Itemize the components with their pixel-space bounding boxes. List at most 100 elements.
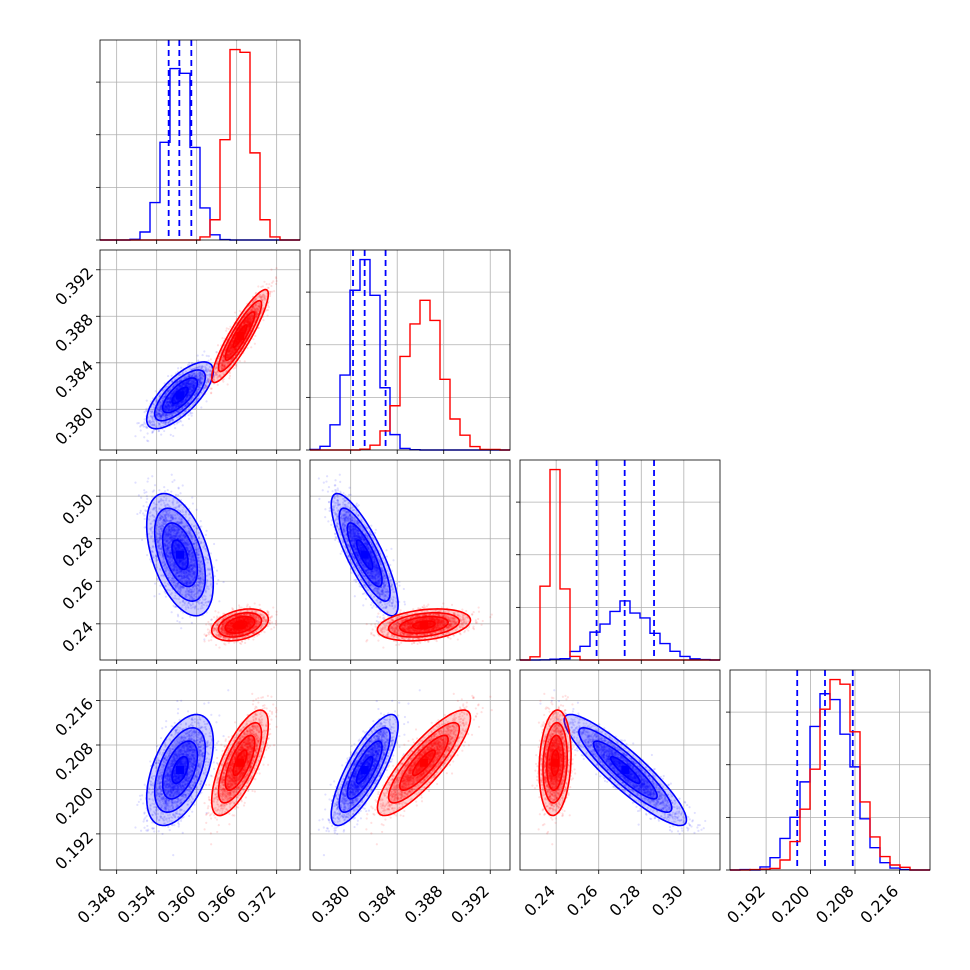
sample-point bbox=[186, 375, 189, 378]
sample-point bbox=[168, 413, 171, 416]
sample-point bbox=[169, 394, 173, 397]
sample-point bbox=[186, 381, 189, 385]
sample-point bbox=[189, 390, 193, 393]
sample-point bbox=[199, 379, 202, 382]
sample-point bbox=[206, 369, 209, 372]
sample-point bbox=[228, 377, 231, 380]
sample-point bbox=[142, 425, 145, 428]
sample-point bbox=[169, 404, 173, 407]
sample-point bbox=[164, 409, 167, 412]
sample-point bbox=[215, 374, 219, 377]
sample-point bbox=[144, 409, 148, 412]
sample-point bbox=[169, 406, 172, 409]
sample-point bbox=[185, 382, 189, 385]
sample-point bbox=[151, 418, 154, 421]
sample-point bbox=[269, 290, 272, 293]
sample-point bbox=[173, 400, 176, 403]
sample-point bbox=[157, 406, 160, 409]
sample-point bbox=[229, 325, 232, 328]
sample-point bbox=[166, 413, 169, 417]
sample-point bbox=[184, 381, 188, 384]
sample-point bbox=[152, 403, 155, 406]
sample-point bbox=[157, 429, 161, 433]
sample-point bbox=[200, 366, 203, 370]
sample-point bbox=[189, 411, 192, 414]
sample-point bbox=[174, 405, 178, 408]
sample-point bbox=[148, 419, 151, 422]
sample-point bbox=[191, 385, 194, 388]
sample-point bbox=[188, 385, 191, 388]
sample-point bbox=[183, 382, 187, 386]
sample-point bbox=[185, 403, 188, 406]
sample-point bbox=[191, 385, 194, 389]
sample-point bbox=[155, 412, 158, 415]
scatter-layer bbox=[134, 267, 278, 443]
sample-point bbox=[189, 388, 193, 391]
sample-point bbox=[176, 386, 180, 390]
sample-point bbox=[182, 400, 185, 404]
sample-point bbox=[170, 396, 173, 399]
sample-point bbox=[200, 406, 203, 409]
sample-point bbox=[157, 408, 161, 412]
sample-point bbox=[178, 384, 182, 387]
sample-point bbox=[180, 383, 183, 387]
sample-point bbox=[197, 380, 200, 383]
sample-point bbox=[274, 276, 278, 279]
sample-point bbox=[184, 388, 187, 391]
sample-point bbox=[187, 392, 190, 395]
sample-point bbox=[167, 400, 170, 403]
sample-point bbox=[170, 403, 174, 406]
sample-point bbox=[206, 386, 210, 389]
sample-point bbox=[187, 393, 191, 396]
sample-point bbox=[168, 397, 171, 400]
sample-point bbox=[208, 375, 211, 378]
sample-point bbox=[184, 383, 187, 386]
sample-point bbox=[157, 402, 161, 406]
sample-point bbox=[158, 404, 161, 407]
sample-point bbox=[175, 404, 178, 407]
sample-point bbox=[192, 384, 195, 387]
sample-point bbox=[154, 419, 157, 422]
sample-point bbox=[159, 404, 162, 408]
sample-point bbox=[159, 416, 162, 419]
sample-point bbox=[169, 401, 172, 404]
sample-point bbox=[187, 373, 191, 376]
sample-point bbox=[159, 409, 162, 412]
sample-point bbox=[166, 398, 169, 402]
sample-point bbox=[164, 408, 167, 412]
sample-point bbox=[160, 421, 163, 424]
sample-point bbox=[177, 386, 180, 389]
sample-point bbox=[165, 414, 168, 417]
sample-point bbox=[187, 414, 190, 417]
sample-point bbox=[176, 399, 179, 402]
sample-point bbox=[167, 404, 170, 407]
sample-point bbox=[176, 403, 179, 406]
sample-point bbox=[143, 422, 146, 425]
sample-point bbox=[183, 405, 186, 409]
sample-point bbox=[177, 409, 180, 412]
sample-point bbox=[159, 405, 162, 409]
sample-point bbox=[197, 378, 200, 382]
sample-point bbox=[163, 421, 166, 424]
sample-point bbox=[160, 418, 163, 421]
sample-point bbox=[136, 422, 139, 425]
sample-point bbox=[165, 405, 169, 408]
sample-point bbox=[182, 382, 185, 385]
sample-point bbox=[188, 383, 191, 386]
sample-point bbox=[145, 399, 148, 402]
sample-point bbox=[196, 377, 199, 380]
sample-point bbox=[196, 390, 199, 393]
sample-point bbox=[191, 389, 195, 392]
sample-point bbox=[161, 413, 164, 416]
sample-point bbox=[198, 381, 202, 384]
sample-point bbox=[162, 412, 166, 416]
sample-point bbox=[206, 373, 210, 377]
density-peak-blue bbox=[176, 391, 184, 400]
sample-point bbox=[152, 420, 156, 423]
sample-point bbox=[203, 350, 206, 353]
sample-point bbox=[166, 410, 170, 413]
sample-point bbox=[186, 379, 189, 383]
sample-point bbox=[167, 406, 170, 409]
sample-point bbox=[181, 383, 185, 386]
sample-point bbox=[170, 407, 173, 411]
